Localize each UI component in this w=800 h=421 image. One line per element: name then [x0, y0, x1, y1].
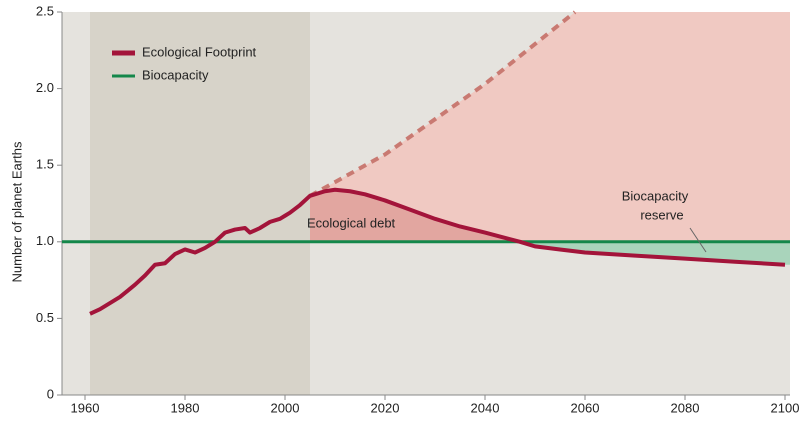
x-tick-label: 2020 — [371, 400, 400, 415]
annotation-pointer — [689, 227, 707, 253]
annotation: Biocapacity — [622, 188, 689, 203]
x-tick-label: 2080 — [671, 400, 700, 415]
x-tick-label: 1960 — [71, 400, 100, 415]
y-tick-label: 1.0 — [36, 233, 54, 248]
legend-label: Ecological Footprint — [142, 44, 257, 59]
x-tick-label: 2040 — [471, 400, 500, 415]
series-line — [89, 187, 786, 316]
x-tick-label: 2100 — [771, 400, 800, 415]
annotation: Ecological debt — [307, 215, 396, 230]
projection-line — [309, 10, 577, 198]
y-tick-label: 0 — [47, 386, 54, 401]
legend-label: Biocapacity — [142, 67, 209, 82]
y-axis-label: Number of planet Earths — [9, 141, 24, 282]
x-tick-label: 2060 — [571, 400, 600, 415]
annotation: reserve — [640, 207, 683, 222]
y-tick-label: 0.5 — [36, 310, 54, 325]
x-tick-label: 1980 — [171, 400, 200, 415]
y-tick-label: 1.5 — [36, 157, 54, 172]
x-tick-label: 2000 — [271, 400, 300, 415]
y-tick-label: 2.0 — [36, 80, 54, 95]
overshoot-area — [310, 12, 790, 242]
y-tick-label: 2.5 — [36, 3, 54, 18]
